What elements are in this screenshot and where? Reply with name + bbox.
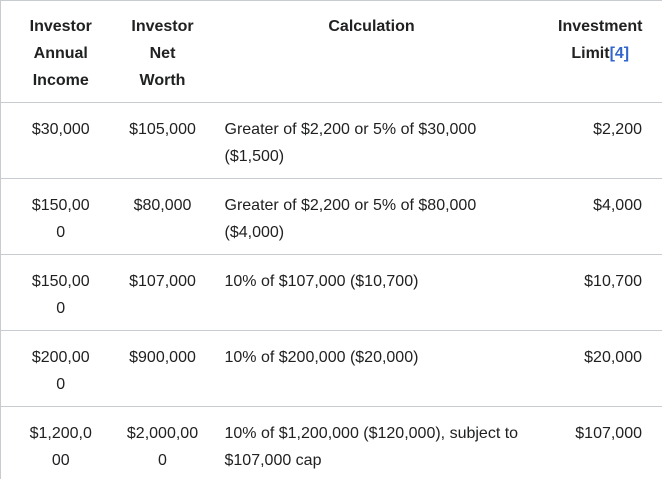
cell-calculation: Greater of $2,200 or 5% of $80,000 ($4,0… (224, 197, 477, 241)
cell-net-worth: $80,000 (121, 179, 205, 255)
net-worth-value: $105,000 (129, 121, 196, 138)
net-worth-value: $107,000 (129, 273, 196, 290)
net-worth-value: $2,000,000 (126, 425, 199, 469)
table-row: $1,200,000 $2,000,000 10% of $1,200,000 … (1, 407, 662, 479)
col-header-investment-limit-label: Investment Limit (558, 18, 643, 62)
income-value: $150,000 (31, 273, 90, 317)
cell-investment-limit: $20,000 (584, 349, 642, 366)
reference-4-link[interactable]: [4] (609, 45, 630, 62)
cell-net-worth: $107,000 (121, 255, 205, 331)
cell-calculation: Greater of $2,200 or 5% of $30,000 ($1,5… (224, 121, 477, 165)
cell-calculation: 10% of $1,200,000 ($120,000), subject to… (224, 425, 519, 469)
cell-investment-limit: $2,200 (593, 121, 642, 138)
cell-investment-limit: $4,000 (593, 197, 642, 214)
table-row: $200,000 $900,000 10% of $200,000 ($20,0… (0, 331, 662, 407)
cell-income: $1,200,000 (1, 407, 121, 479)
cell-income: $150,000 (1, 179, 121, 255)
col-header-investor-annual-income: Investor Annual Income (1, 1, 121, 103)
cell-income: $30,000 (1, 103, 121, 179)
col-header-calculation: Calculation (205, 1, 539, 103)
col-header-investor-annual-income-label: Investor Annual Income (29, 18, 92, 89)
income-value: $200,000 (31, 349, 90, 393)
income-value: $30,000 (31, 121, 90, 138)
header-row: Investor Annual Income Investor Net Wort… (0, 1, 662, 103)
cell-income: $150,000 (1, 255, 121, 331)
cell-investment-limit: $107,000 (575, 425, 642, 442)
cell-calculation: 10% of $107,000 ($10,700) (224, 273, 419, 290)
cell-calculation: 10% of $200,000 ($20,000) (224, 349, 419, 366)
income-value: $1,200,000 (29, 425, 92, 469)
col-header-calculation-label: Calculation (328, 18, 415, 35)
col-header-investment-limit: Investment Limit[4] (539, 1, 662, 103)
net-worth-value: $80,000 (133, 197, 192, 214)
cell-net-worth: $105,000 (121, 103, 205, 179)
cell-investment-limit: $10,700 (584, 273, 642, 290)
table-row: $30,000 $105,000 Greater of $2,200 or 5%… (0, 103, 662, 179)
income-value: $150,000 (31, 197, 90, 241)
cell-net-worth: $2,000,000 (121, 407, 205, 479)
table-row: $150,000 $80,000 Greater of $2,200 or 5%… (0, 179, 662, 255)
net-worth-value: $900,000 (129, 349, 196, 366)
cell-net-worth: $900,000 (121, 331, 205, 407)
cell-income: $200,000 (1, 331, 121, 407)
col-header-investor-net-worth: Investor Net Worth (121, 1, 205, 103)
col-header-investor-net-worth-label: Investor Net Worth (131, 18, 194, 89)
table-row: $150,000 $107,000 10% of $107,000 ($10,7… (0, 255, 662, 331)
